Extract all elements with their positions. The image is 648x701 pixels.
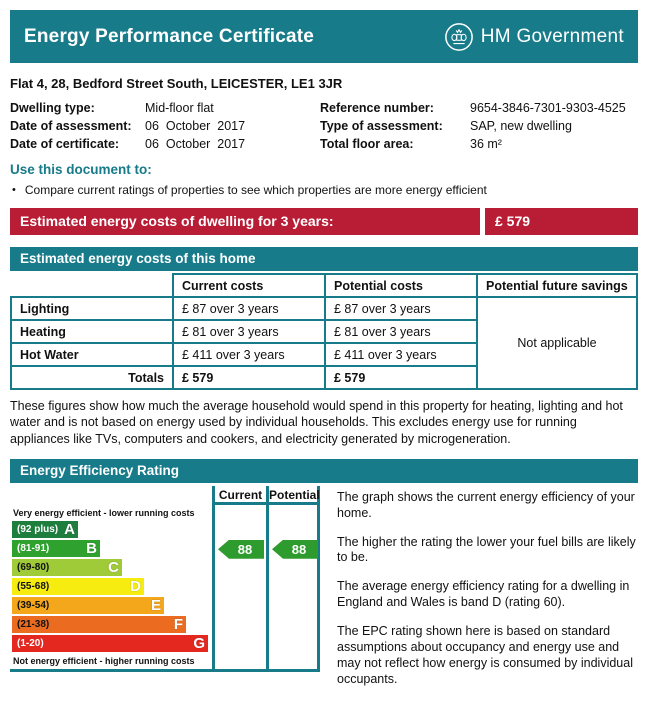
table-header-potential: Potential costs [324, 273, 478, 298]
costs-section-heading: Estimated energy costs of this home [10, 247, 638, 271]
band-letter: E [150, 596, 161, 614]
row-label: Heating [10, 319, 174, 344]
totals-label: Totals [10, 365, 174, 390]
current-column-header: Current [215, 486, 266, 505]
detail-value: 06 October 2017 [145, 137, 246, 151]
cell-current: £ 81 over 3 years [172, 319, 326, 344]
table-row: Lighting £ 87 over 3 years £ 87 over 3 y… [10, 296, 638, 390]
potential-rating-arrow: 88 [272, 539, 318, 559]
costs-footnote: These figures show how much the average … [10, 399, 623, 446]
band-range-label: (55-68) [17, 580, 50, 592]
band-letter: C [108, 558, 119, 576]
epc-band-c: (69-80) C [12, 558, 122, 576]
list-item: • Compare current ratings of properties … [10, 183, 638, 198]
table-header-blank [11, 274, 173, 297]
band-range-label: (39-54) [17, 599, 50, 611]
rating-bands: (92 plus) A (81-91) B (69-80) C (55-68) D (39-54… [10, 520, 212, 654]
table-row: Hot Water £ 411 over 3 years £ 411 over … [10, 342, 637, 367]
totals-potential: £ 579 [324, 365, 478, 390]
rating-paragraph: The EPC rating shown here is based on st… [337, 624, 633, 686]
band-letter: A [64, 520, 75, 538]
band-letter: G [193, 634, 205, 652]
detail-value: Mid-floor flat [145, 101, 214, 115]
hm-government-logo: HM Government [444, 22, 624, 52]
detail-value: 36 m² [470, 137, 502, 151]
gov-logo-text: HM Government [480, 25, 624, 47]
use-document-heading: Use this document to: [10, 162, 152, 177]
epc-band-e: (39-54) E [12, 596, 164, 614]
page-title: Energy Performance Certificate [24, 25, 315, 47]
property-details: Dwelling type: Mid-floor flat Reference … [10, 100, 638, 152]
detail-value: 9654-3846-7301-9303-4525 [470, 101, 626, 115]
table-totals-row: Totals £ 579 £ 579 [10, 365, 637, 390]
bullet-text: Compare current ratings of properties to… [24, 183, 487, 197]
band-letter: B [86, 539, 97, 557]
epc-band-a: (92 plus) A [12, 520, 78, 538]
epc-band-d: (55-68) D [12, 577, 144, 595]
table-header-savings: Potential future savings [476, 273, 638, 298]
current-rating-value: 88 [237, 541, 253, 557]
detail-label: Dwelling type: [10, 101, 95, 115]
rating-section-heading: Energy Efficiency Rating [10, 458, 638, 483]
detail-label: Type of assessment: [320, 119, 443, 133]
table-header-current: Current costs [172, 273, 326, 298]
detail-label: Total floor area: [320, 137, 414, 151]
table-row: Heating £ 81 over 3 years £ 81 over 3 ye… [10, 319, 637, 344]
cell-potential: £ 411 over 3 years [324, 342, 478, 367]
row-label: Hot Water [10, 342, 174, 367]
band-range-label: (1-20) [17, 637, 44, 649]
band-range-label: (21-38) [17, 618, 50, 630]
epc-band-f: (21-38) F [12, 615, 186, 633]
bands-header-spacer [10, 486, 212, 506]
estimated-cost-banner: Estimated energy costs of dwelling for 3… [10, 208, 638, 235]
band-range-label: (81-91) [17, 542, 50, 554]
row-label: Lighting [10, 296, 174, 321]
band-letter: F [173, 615, 183, 633]
potential-rating-column: Potential 88 [266, 485, 320, 669]
rating-paragraph: The higher the rating the lower your fue… [337, 534, 636, 565]
epc-band-g: (1-20) G [12, 634, 208, 652]
cost-banner-label: Estimated energy costs of dwelling for 3… [10, 208, 480, 235]
epc-band-b: (81-91) B [12, 539, 100, 557]
detail-label: Date of assessment: [10, 119, 132, 133]
totals-current: £ 579 [172, 365, 326, 390]
rating-description: The graph shows the current energy effic… [337, 486, 638, 701]
top-efficiency-label: Very energy efficient - lower running co… [13, 507, 195, 518]
property-address: Flat 4, 28, Bedford Street South, LEICES… [10, 76, 343, 91]
potential-column-header: Potential [269, 486, 320, 505]
detail-value: SAP, new dwelling [470, 119, 572, 133]
current-rating-arrow: 88 [218, 539, 264, 559]
band-range-label: (69-80) [17, 561, 50, 573]
hm-government-crest-icon [444, 22, 473, 51]
cell-potential: £ 87 over 3 years [324, 296, 478, 321]
rating-area: Very energy efficient - lower running co… [10, 485, 638, 701]
rating-bands-column: Very energy efficient - lower running co… [10, 486, 212, 669]
use-document-section: Use this document to: • Compare current … [10, 162, 638, 198]
energy-costs-table: Current costs Potential costs Potential … [10, 273, 638, 390]
potential-rating-value: 88 [291, 541, 307, 557]
table-header-row: Current costs Potential costs Potential … [11, 273, 638, 298]
detail-label: Reference number: [320, 101, 434, 115]
bullet-icon: • [12, 184, 16, 196]
bottom-efficiency-label: Not energy efficient - higher running co… [13, 655, 195, 666]
cell-current: £ 411 over 3 years [172, 342, 326, 367]
band-letter: D [130, 577, 141, 595]
detail-label: Date of certificate: [10, 137, 120, 151]
current-rating-column: Current 88 [212, 485, 266, 669]
band-range-label: (92 plus) [17, 523, 59, 535]
cell-current: £ 87 over 3 years [172, 296, 326, 321]
cell-potential: £ 81 over 3 years [324, 319, 478, 344]
rating-paragraph: The graph shows the current energy effic… [337, 489, 635, 520]
cell-savings-note: Not applicable [476, 296, 638, 390]
header-banner: Energy Performance Certificate HM Govern… [10, 10, 638, 63]
energy-efficiency-chart: Very energy efficient - lower running co… [10, 485, 320, 672]
rating-paragraph: The average energy efficiency rating for… [337, 579, 630, 610]
cost-banner-value: £ 579 [485, 208, 638, 235]
detail-value: 06 October 2017 [145, 119, 246, 133]
